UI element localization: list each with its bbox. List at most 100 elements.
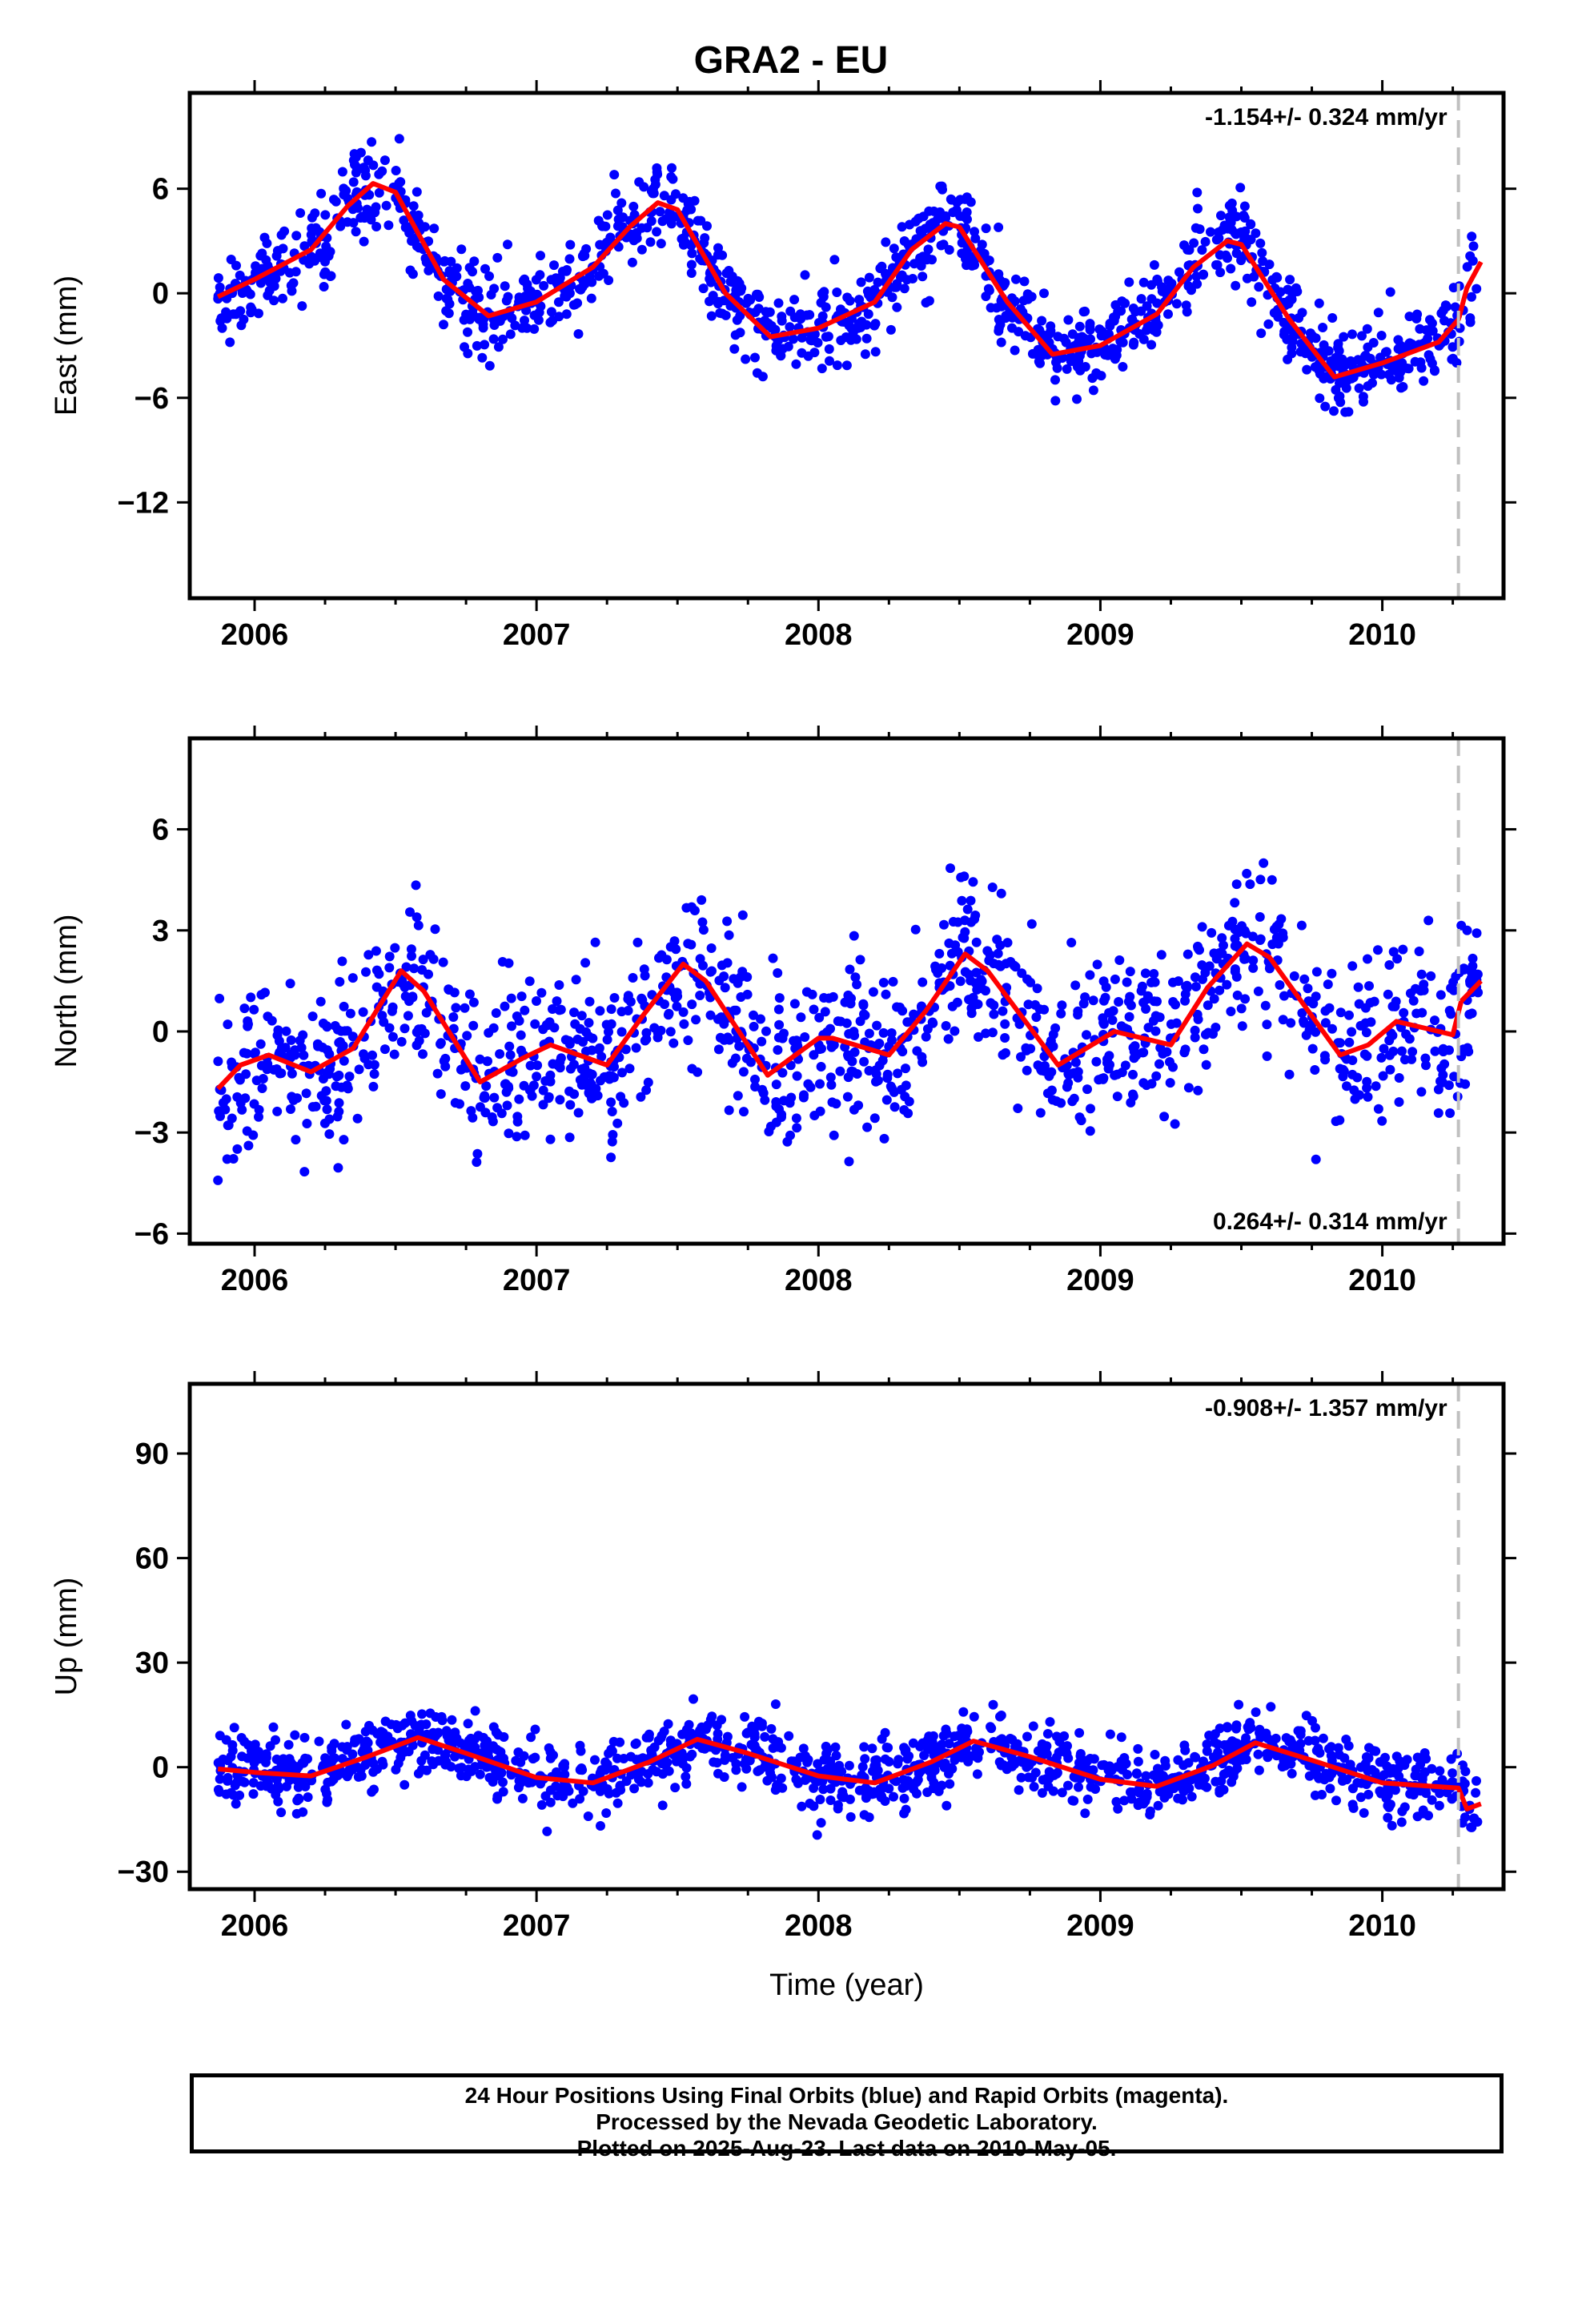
data-point xyxy=(1231,280,1241,291)
data-point xyxy=(237,1104,247,1115)
data-point xyxy=(1324,1003,1335,1013)
data-point xyxy=(464,989,475,999)
data-point xyxy=(1018,296,1029,306)
data-point xyxy=(1039,1004,1050,1015)
data-point xyxy=(320,267,331,277)
data-point xyxy=(1151,321,1162,332)
data-point xyxy=(616,1092,626,1102)
data-point xyxy=(396,1036,407,1047)
data-point xyxy=(1469,1813,1480,1823)
data-point xyxy=(1050,375,1060,385)
data-point xyxy=(889,243,899,254)
data-point xyxy=(964,995,974,1005)
data-point xyxy=(587,1045,597,1055)
data-point xyxy=(910,924,921,935)
data-point xyxy=(706,311,717,321)
data-point xyxy=(756,1014,765,1024)
data-point xyxy=(264,285,275,296)
data-point xyxy=(887,1035,897,1045)
data-point xyxy=(713,1044,724,1055)
data-point xyxy=(901,1080,911,1091)
data-point xyxy=(1325,1783,1335,1794)
data-point xyxy=(339,1768,350,1779)
data-point xyxy=(235,1790,245,1800)
data-point xyxy=(636,223,647,233)
data-point xyxy=(1383,1812,1393,1823)
data-point xyxy=(1380,347,1391,357)
data-point xyxy=(536,987,547,998)
data-point xyxy=(607,1107,617,1116)
data-point xyxy=(379,155,390,166)
data-point xyxy=(917,977,928,987)
data-point xyxy=(852,979,862,990)
data-point xyxy=(549,260,559,271)
data-point xyxy=(1202,1739,1212,1750)
data-point xyxy=(1472,928,1482,939)
data-point xyxy=(800,270,810,280)
data-point xyxy=(1397,1046,1407,1056)
data-point xyxy=(422,1765,432,1775)
data-point xyxy=(572,1034,583,1044)
data-point xyxy=(1314,1773,1324,1783)
data-point xyxy=(1465,313,1476,324)
data-point xyxy=(1119,1795,1130,1806)
data-point xyxy=(254,308,263,319)
data-point xyxy=(1133,1756,1143,1767)
data-point xyxy=(322,1797,332,1807)
data-point xyxy=(514,1015,524,1026)
data-point xyxy=(542,1826,552,1836)
data-point xyxy=(339,1055,349,1066)
data-point xyxy=(334,1070,344,1080)
data-point xyxy=(417,1709,427,1719)
data-point xyxy=(821,1741,831,1751)
data-point xyxy=(629,1783,640,1794)
data-point xyxy=(814,1012,825,1023)
data-point xyxy=(666,219,677,229)
data-point xyxy=(492,252,503,263)
data-point xyxy=(468,1020,479,1031)
data-point xyxy=(1232,990,1243,1000)
data-point xyxy=(1257,247,1267,258)
data-point xyxy=(448,1731,458,1741)
data-point xyxy=(463,1719,473,1729)
data-point xyxy=(857,1762,868,1772)
data-point xyxy=(1443,1080,1454,1091)
data-point xyxy=(416,1755,427,1766)
data-point xyxy=(1419,376,1429,386)
data-point xyxy=(818,292,829,302)
data-point xyxy=(493,342,504,352)
data-point xyxy=(488,1116,498,1127)
data-point xyxy=(1303,983,1313,994)
data-point xyxy=(668,174,678,184)
data-point xyxy=(1410,356,1420,367)
data-point xyxy=(393,1758,404,1768)
plot-frame xyxy=(187,736,1506,1246)
data-point xyxy=(1087,373,1098,384)
data-point xyxy=(409,963,420,974)
data-point xyxy=(892,302,902,312)
data-point xyxy=(1362,1076,1372,1087)
data-point xyxy=(1212,259,1223,270)
data-point xyxy=(1110,1070,1120,1080)
data-point xyxy=(558,1760,568,1771)
data-point xyxy=(1416,969,1427,979)
data-point xyxy=(383,220,394,231)
data-point xyxy=(339,1135,349,1145)
data-point xyxy=(881,237,891,247)
data-point xyxy=(1158,1048,1168,1059)
data-point xyxy=(941,1724,951,1735)
data-point xyxy=(565,1100,576,1110)
data-point xyxy=(679,1019,689,1029)
data-point xyxy=(791,1113,801,1124)
data-point xyxy=(663,1010,673,1020)
data-point xyxy=(1201,1059,1211,1070)
data-point xyxy=(336,1082,347,1092)
data-point xyxy=(706,943,717,953)
data-point xyxy=(1203,1027,1214,1038)
data-point xyxy=(1074,336,1084,347)
data-point xyxy=(488,334,499,344)
data-point xyxy=(1142,321,1153,332)
y-tick-label: 60 xyxy=(135,1542,169,1576)
data-point xyxy=(1179,1047,1190,1058)
